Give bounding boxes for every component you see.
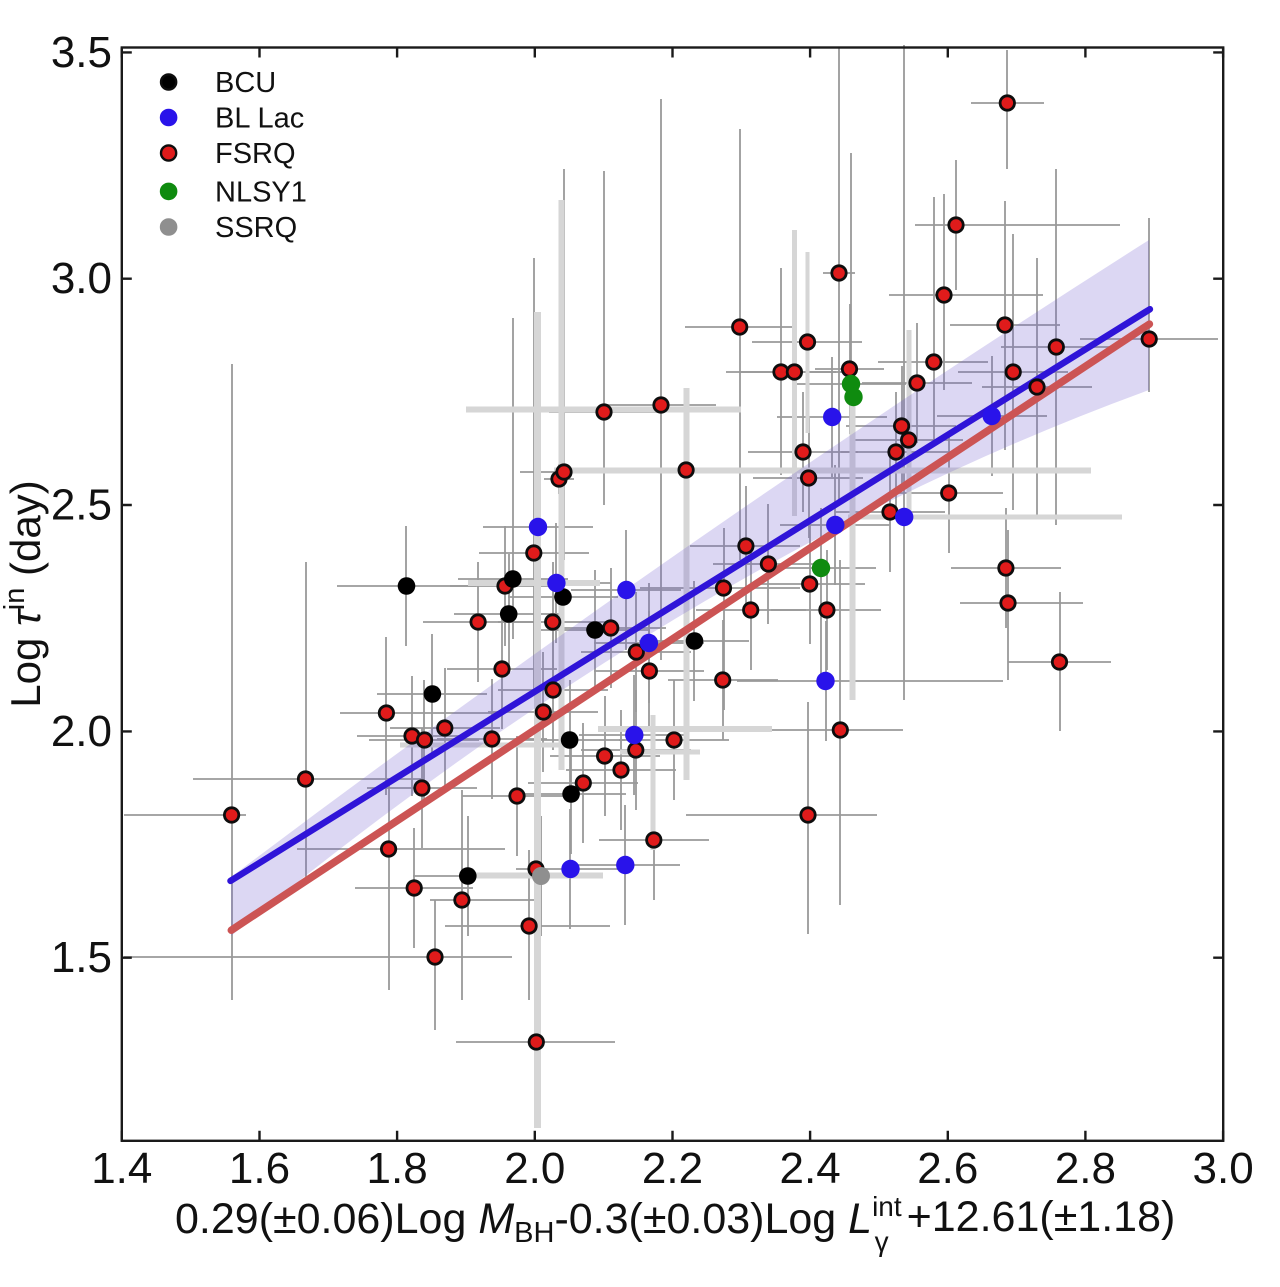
svg-text:NLSY1: NLSY1 xyxy=(215,176,307,208)
svg-text:2.8: 2.8 xyxy=(1055,1144,1116,1193)
svg-text:2.6: 2.6 xyxy=(917,1144,978,1193)
svg-text:BL Lac: BL Lac xyxy=(215,103,304,135)
svg-text:1.5: 1.5 xyxy=(51,933,112,982)
svg-text:SSRQ: SSRQ xyxy=(215,212,297,244)
svg-text:BCU: BCU xyxy=(215,67,276,99)
svg-text:2.5: 2.5 xyxy=(51,481,112,530)
svg-text:2.0: 2.0 xyxy=(504,1144,565,1193)
svg-text:1.4: 1.4 xyxy=(91,1144,152,1193)
svg-text:1.6: 1.6 xyxy=(229,1144,290,1193)
svg-text:2.0: 2.0 xyxy=(51,707,112,756)
svg-text:3.0: 3.0 xyxy=(51,254,112,303)
svg-text:3.0: 3.0 xyxy=(1193,1144,1254,1193)
svg-text:FSRQ: FSRQ xyxy=(215,138,296,170)
svg-text:1.8: 1.8 xyxy=(367,1144,428,1193)
svg-text:2.2: 2.2 xyxy=(642,1144,703,1193)
svg-text:2.4: 2.4 xyxy=(780,1144,841,1193)
svg-text:3.5: 3.5 xyxy=(51,28,112,77)
